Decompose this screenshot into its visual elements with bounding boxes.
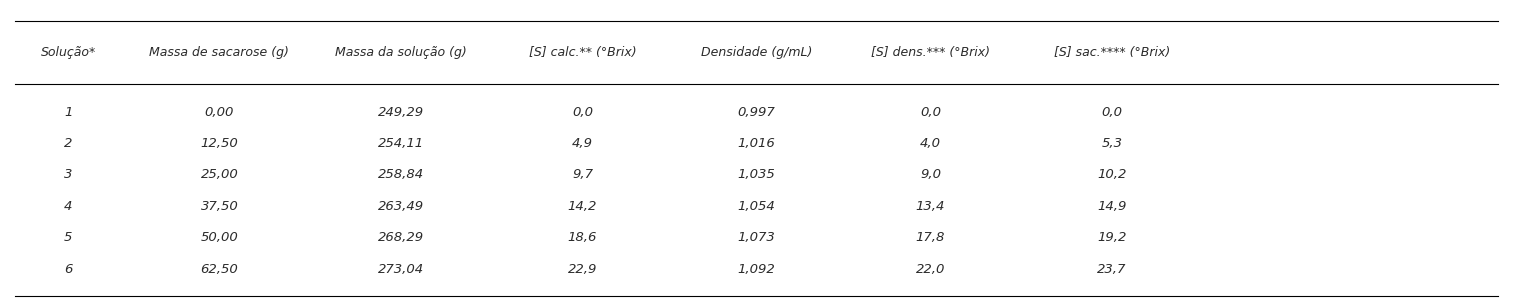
Text: [S] calc.** (°Brix): [S] calc.** (°Brix) [528,46,637,59]
Text: 1,054: 1,054 [738,200,775,213]
Text: 0,00: 0,00 [204,106,235,119]
Text: 14,2: 14,2 [567,200,598,213]
Text: 9,0: 9,0 [920,168,941,181]
Text: 17,8: 17,8 [915,231,946,244]
Text: 268,29: 268,29 [378,231,424,244]
Text: 6: 6 [64,263,73,276]
Text: [S] sac.**** (°Brix): [S] sac.**** (°Brix) [1055,46,1170,59]
Text: 25,00: 25,00 [201,168,238,181]
Text: 1,035: 1,035 [738,168,775,181]
Text: Massa da solução (g): Massa da solução (g) [334,46,468,59]
Text: 1: 1 [64,106,73,119]
Text: 23,7: 23,7 [1097,263,1127,276]
Text: 1,092: 1,092 [738,263,775,276]
Text: 5,3: 5,3 [1101,137,1123,150]
Text: 258,84: 258,84 [378,168,424,181]
Text: 0,0: 0,0 [920,106,941,119]
Text: 18,6: 18,6 [567,231,598,244]
Text: 19,2: 19,2 [1097,231,1127,244]
Text: 1,016: 1,016 [738,137,775,150]
Text: 12,50: 12,50 [201,137,238,150]
Text: 10,2: 10,2 [1097,168,1127,181]
Text: 5: 5 [64,231,73,244]
Text: Solução*: Solução* [41,46,95,59]
Text: 62,50: 62,50 [201,263,238,276]
Text: 14,9: 14,9 [1097,200,1127,213]
Text: 4: 4 [64,200,73,213]
Text: 249,29: 249,29 [378,106,424,119]
Text: 0,0: 0,0 [1101,106,1123,119]
Text: [S] dens.*** (°Brix): [S] dens.*** (°Brix) [871,46,990,59]
Text: 2: 2 [64,137,73,150]
Text: 13,4: 13,4 [915,200,946,213]
Text: 22,9: 22,9 [567,263,598,276]
Text: Massa de sacarose (g): Massa de sacarose (g) [150,46,289,59]
Text: 273,04: 273,04 [378,263,424,276]
Text: 0,997: 0,997 [738,106,775,119]
Text: 1,073: 1,073 [738,231,775,244]
Text: 263,49: 263,49 [378,200,424,213]
Text: 254,11: 254,11 [378,137,424,150]
Text: 22,0: 22,0 [915,263,946,276]
Text: 3: 3 [64,168,73,181]
Text: 4,0: 4,0 [920,137,941,150]
Text: 0,0: 0,0 [572,106,593,119]
Text: 9,7: 9,7 [572,168,593,181]
Text: 37,50: 37,50 [201,200,238,213]
Text: Densidade (g/mL): Densidade (g/mL) [701,46,812,59]
Text: 50,00: 50,00 [201,231,238,244]
Text: 4,9: 4,9 [572,137,593,150]
